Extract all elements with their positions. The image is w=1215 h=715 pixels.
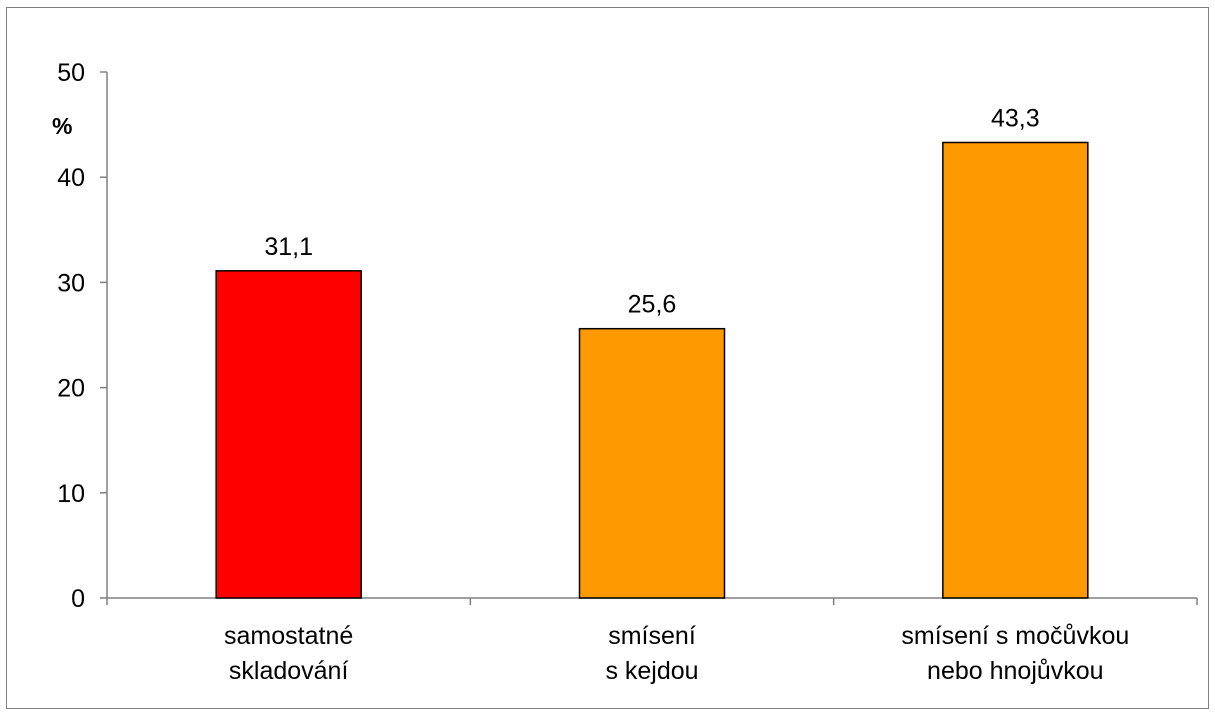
category-label: samostatné: [224, 622, 353, 650]
data-label: 25,6: [628, 291, 677, 319]
bar: [215, 270, 362, 599]
y-axis-unit-label: %: [52, 113, 72, 139]
category-label: smísení: [608, 622, 696, 650]
category-label: smísení s močůvkou: [901, 622, 1129, 650]
category-label: skladování: [229, 657, 349, 685]
data-label: 31,1: [264, 233, 313, 261]
y-tick-label: 10: [57, 480, 85, 508]
data-label: 43,3: [991, 104, 1040, 132]
y-tick-label: 30: [57, 269, 85, 297]
bar: [942, 141, 1089, 599]
y-tick-label: 0: [71, 585, 85, 613]
y-tick-label: 20: [57, 375, 85, 403]
category-label: nebo hnojůvkou: [927, 657, 1104, 685]
y-tick-label: 50: [57, 59, 85, 87]
bar: [578, 327, 726, 599]
y-tick-label: 40: [57, 164, 85, 192]
category-label: s kejdou: [605, 657, 698, 685]
